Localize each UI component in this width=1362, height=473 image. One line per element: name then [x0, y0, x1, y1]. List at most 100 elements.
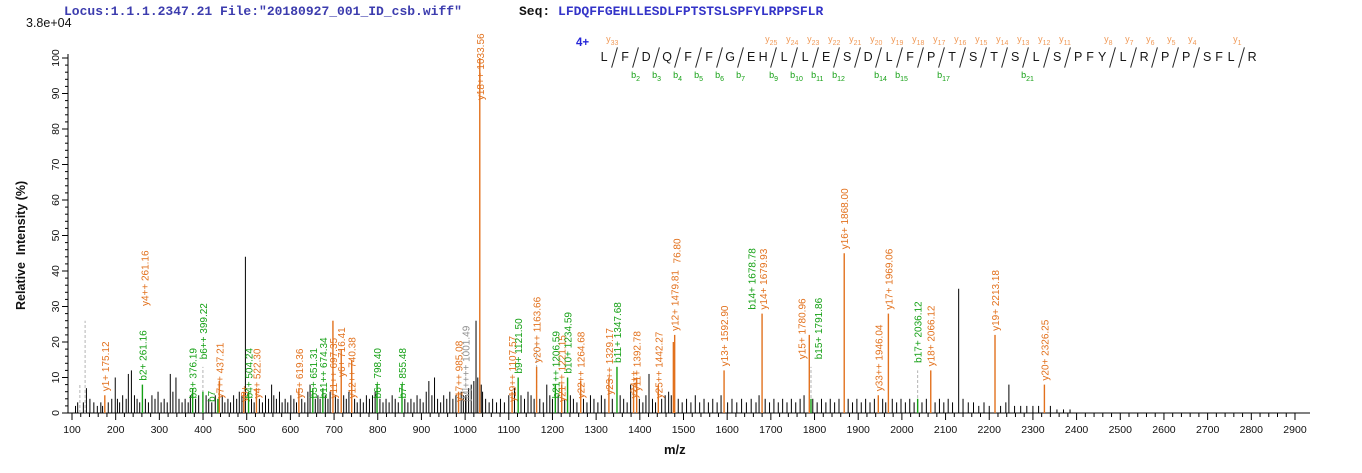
fragmentation-slash: y23 b11: [807, 34, 824, 86]
x-tick-label: 300: [151, 424, 169, 436]
annotated-peaks: y1+ 175.12 y4++ 261.16 y7++ 437.21 y8+ y4+ 5…: [101, 33, 1051, 413]
ladder-residue: F: [1215, 50, 1223, 64]
fragmentation-slash: y33: [606, 34, 619, 86]
x-tick-label: 700: [325, 424, 343, 436]
y-ion-ladder-label: y22: [828, 34, 841, 47]
y-ion-ladder-label: y23: [807, 34, 820, 47]
y-ion-ladder-label: y24: [786, 34, 799, 47]
fragmentation-slash: b4: [673, 34, 682, 86]
b-ion-ladder-label: b12: [832, 70, 845, 83]
fragmentation-slash: y1: [1233, 34, 1246, 86]
y-ion-ladder-label: y21: [849, 34, 862, 47]
fragmentation-slash: y14: [996, 34, 1009, 86]
ion-label: b11+ 1347.68: [613, 302, 624, 363]
fragmentation-slash: y19 b15: [891, 34, 908, 86]
ion-label: y18++ 1033.56: [476, 33, 487, 100]
axis: 0 10 20 30 40 50 60 70 80 90 100 100 200 300 400 500 600…: [50, 49, 1310, 436]
ion-label: y24++: [630, 370, 641, 398]
ladder-residue: D: [863, 50, 873, 64]
ladder-residue: L: [780, 50, 788, 64]
max-intensity-label: 3.8e+04: [26, 16, 72, 30]
x-tick-label: 600: [282, 424, 300, 436]
ladder-residue: H: [758, 50, 768, 64]
ladder-residue: L: [1227, 50, 1235, 64]
ladder-residue: S: [1010, 50, 1020, 64]
ion-label: y11++ 697.35: [329, 337, 340, 398]
fragmentation-slash: y20 b14: [870, 34, 887, 86]
fragmentation-slash: y15: [975, 34, 988, 86]
b-ion-ladder-label: b7: [736, 70, 746, 83]
ion-label: y18+ 2066.12: [927, 305, 938, 366]
x-tick-label: 2400: [1065, 424, 1089, 436]
b-ion-ladder-label: b14: [874, 70, 887, 83]
ion-label: b9+ 1121.50: [514, 318, 525, 374]
ladder-residue: Y: [1097, 50, 1107, 64]
ladder-residue: F: [684, 50, 692, 64]
ion-label: y25++ 1442.27: [654, 331, 665, 398]
fragmentation-slash: y24 b10: [786, 34, 803, 86]
b-ion-ladder-label: b6: [715, 70, 725, 83]
ladder-residue: P: [1160, 50, 1170, 64]
x-tick-label: 400: [194, 424, 212, 436]
ladder-residue: D: [641, 50, 651, 64]
y-ion-ladder-label: y16: [954, 34, 967, 47]
ion-label: y17++ 985.08: [455, 340, 466, 402]
ion-label: y22++ 1264.68: [577, 331, 588, 398]
x-tick-label: 2000: [890, 424, 914, 436]
ladder-residue: R: [1139, 50, 1149, 64]
y-tick-label: 30: [50, 301, 62, 313]
ion-label: y13+ 1592.90: [720, 305, 731, 366]
ion-label: y20++ 1163.66: [533, 296, 544, 362]
y-tick-label: 0: [50, 410, 62, 416]
ion-label: b21++ 1206.59: [551, 331, 562, 399]
ion-label: b4+ 504.24: [245, 348, 256, 399]
dashed-markers: [79, 320, 86, 413]
precursor-charge-label: 4+: [576, 37, 590, 49]
ion-label: b14+ 1678.78: [748, 248, 759, 310]
ion-label: b6+ 798.40: [373, 348, 384, 399]
ion-label: y17+ 1969.06: [884, 248, 895, 309]
y-ion-ladder-label: y13: [1017, 34, 1030, 47]
ladder-residue: F: [906, 50, 914, 64]
ladder-residue: T: [948, 50, 956, 64]
ladder-residue: E: [746, 50, 756, 64]
ladder-residue: S: [1202, 50, 1212, 64]
fragmentation-slash: b5: [694, 34, 703, 86]
x-tick-label: 1200: [541, 424, 565, 436]
y-ion-ladder-label: y33: [606, 34, 619, 47]
ladder-residue: F: [621, 50, 629, 64]
sequence-header: Seq: LFDQFFGEHLLESDLFPTSTSLSPFYLRPPSFLR: [519, 4, 823, 19]
x-tick-label: 900: [413, 424, 431, 436]
x-tick-label: 1700: [759, 424, 783, 436]
y-tick-label: 100: [50, 49, 62, 67]
ladder-residue: L: [600, 50, 608, 64]
ladder-residue: L: [801, 50, 809, 64]
y-tick-label: 10: [50, 372, 62, 384]
b-ion-ladder-label: b9: [769, 70, 779, 83]
x-tick-label: 1400: [628, 424, 652, 436]
ion-label: y6+ 716.41: [337, 327, 348, 377]
ladder-residue: S: [1052, 50, 1062, 64]
x-tick-label: 2700: [1196, 424, 1220, 436]
ladder-residue: P: [926, 50, 936, 64]
fragmentation-slash: y17 b17: [933, 34, 950, 86]
ion-label: b5+ 651.31: [309, 348, 320, 399]
fragmentation-slash: y25 b9: [765, 34, 779, 86]
b-ion-ladder-label: b11: [811, 70, 824, 83]
x-tick-label: 1000: [453, 424, 477, 436]
ion-label: [M]++++ 1001.49: [462, 325, 473, 402]
ion-label: y12+ 1479.81: [671, 270, 682, 331]
x-tick-label: 500: [238, 424, 256, 436]
x-tick-label: 2100: [934, 424, 958, 436]
y-ion-ladder-label: y6: [1146, 34, 1155, 47]
b-ion-ladder-label: b5: [694, 70, 704, 83]
fragmentation-slash: b7: [736, 34, 745, 86]
ladder-residue: F: [1086, 50, 1094, 64]
x-tick-label: 1500: [672, 424, 696, 436]
b-ion-ladder-label: b3: [652, 70, 662, 83]
seq-value: LFDQFFGEHLLESDLFPTSTSLSPFYLRPPSFLR: [558, 4, 824, 19]
ion-label: b10+ 1234.59: [564, 312, 575, 374]
ion-label: b6++ 399.22: [199, 303, 210, 360]
x-tick-label: 1100: [497, 424, 520, 436]
